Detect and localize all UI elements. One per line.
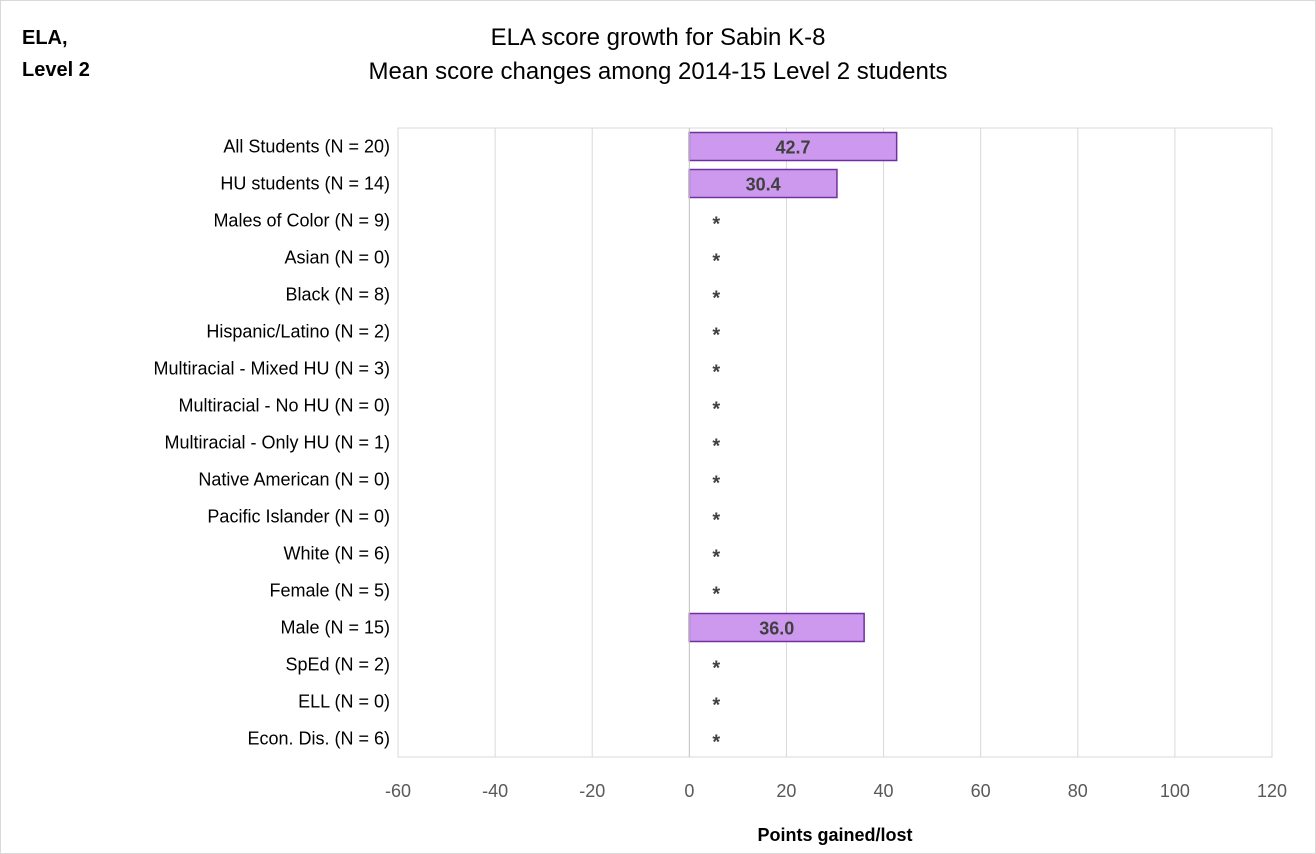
- x-tick-label: -40: [482, 781, 508, 801]
- category-label: Multiracial - No HU (N = 0): [178, 396, 390, 416]
- data-labels: 42.7 30.4 * * * * * * * * * * * 36.0 * * *: [712, 138, 810, 754]
- data-label: 42.7: [775, 138, 810, 158]
- plot-area-border: [397, 127, 1273, 758]
- suppressed-marker: *: [712, 214, 720, 236]
- category-label: Multiracial - Only HU (N = 1): [164, 433, 390, 453]
- x-axis-title: Points gained/lost: [757, 825, 912, 845]
- suppressed-marker: *: [712, 325, 720, 347]
- category-label: Female (N = 5): [269, 581, 390, 601]
- suppressed-marker: *: [712, 399, 720, 421]
- gridlines: [494, 128, 1176, 757]
- category-label: White (N = 6): [283, 544, 390, 564]
- bar: [688, 131, 898, 162]
- x-tick-label: 20: [776, 781, 796, 801]
- category-label: Pacific Islander (N = 0): [207, 507, 390, 527]
- suppressed-marker: *: [712, 436, 720, 458]
- x-tick-label: 100: [1160, 781, 1190, 801]
- suppressed-marker: *: [712, 732, 720, 754]
- corner-label: ELA, Level 2: [22, 27, 90, 81]
- category-label: Male (N = 15): [280, 618, 390, 638]
- chart-subtitle: Mean score changes among 2014-15 Level 2…: [368, 58, 948, 85]
- category-label: Hispanic/Latino (N = 2): [206, 322, 390, 342]
- category-label: Males of Color (N = 9): [213, 211, 390, 231]
- x-tick-label: 60: [971, 781, 991, 801]
- category-label: HU students (N = 14): [220, 174, 390, 194]
- suppressed-marker: *: [712, 362, 720, 384]
- x-tick-label: 80: [1068, 781, 1088, 801]
- category-label: Native American (N = 0): [198, 470, 390, 490]
- chart-title: ELA score growth for Sabin K-8: [490, 24, 826, 51]
- suppressed-marker: *: [712, 251, 720, 273]
- suppressed-marker: *: [712, 584, 720, 606]
- bar: [688, 168, 838, 199]
- category-label: Multiracial - Mixed HU (N = 3): [153, 359, 390, 379]
- bar: [688, 612, 865, 643]
- x-tick-label: -20: [579, 781, 605, 801]
- category-label: All Students (N = 20): [223, 137, 390, 157]
- category-label: ELL (N = 0): [298, 692, 390, 712]
- category-label: Asian (N = 0): [284, 248, 390, 268]
- suppressed-marker: *: [712, 658, 720, 680]
- data-label: 30.4: [746, 175, 781, 195]
- tick-labels: -60 -40 -20 0 20 40 60 80 100 120: [385, 781, 1287, 801]
- x-tick-label: 40: [874, 781, 894, 801]
- suppressed-marker: *: [712, 547, 720, 569]
- x-tick-label: 120: [1257, 781, 1287, 801]
- category-label: Econ. Dis. (N = 6): [247, 729, 390, 749]
- category-label: SpEd (N = 2): [285, 655, 390, 675]
- suppressed-marker: *: [712, 695, 720, 717]
- bars: [688, 131, 898, 643]
- suppressed-marker: *: [712, 288, 720, 310]
- suppressed-marker: *: [712, 473, 720, 495]
- suppressed-marker: *: [712, 510, 720, 532]
- category-label: Black (N = 8): [285, 285, 390, 305]
- x-tick-label: 0: [684, 781, 694, 801]
- category-labels: All Students (N = 20) HU students (N = 14…: [153, 137, 390, 749]
- data-label: 36.0: [759, 619, 794, 639]
- x-tick-label: -60: [385, 781, 411, 801]
